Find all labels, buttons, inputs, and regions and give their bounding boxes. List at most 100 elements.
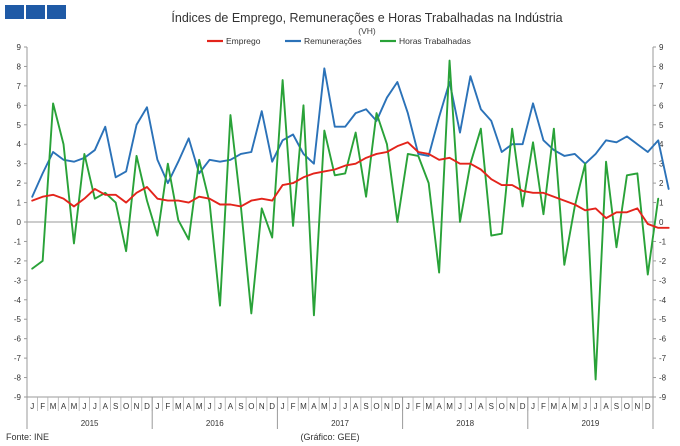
y-tick-label-right: 3 — [659, 160, 664, 169]
y-tick-label-right: 2 — [659, 179, 664, 188]
month-label: F — [40, 402, 45, 411]
month-label: M — [175, 402, 182, 411]
y-tick-label-left: 2 — [17, 179, 22, 188]
month-label: J — [30, 402, 34, 411]
year-label: 2018 — [456, 419, 474, 428]
month-label: M — [425, 402, 432, 411]
month-label: J — [531, 402, 535, 411]
y-tick-label-right: -9 — [659, 393, 667, 402]
month-label: S — [363, 402, 368, 411]
month-label: M — [71, 402, 78, 411]
y-tick-label-right: 7 — [659, 82, 664, 91]
month-label: O — [624, 402, 630, 411]
y-tick-label-left: -7 — [14, 354, 22, 363]
y-tick-label-right: -6 — [659, 335, 667, 344]
year-label: 2017 — [331, 419, 349, 428]
y-tick-label-right: 5 — [659, 121, 664, 130]
legend-label: Remunerações — [304, 36, 362, 46]
y-tick-label-right: -7 — [659, 354, 667, 363]
month-label: J — [82, 402, 86, 411]
month-label: N — [259, 402, 265, 411]
y-tick-label-right: -8 — [659, 374, 667, 383]
month-label: J — [93, 402, 97, 411]
series-line-remunera-es — [31, 67, 670, 198]
chart-title: Índices de Emprego, Remunerações e Horas… — [171, 10, 562, 25]
month-label: J — [594, 402, 598, 411]
y-tick-label-left: -5 — [14, 315, 22, 324]
month-label: O — [248, 402, 254, 411]
month-label: D — [645, 402, 651, 411]
month-label: A — [478, 402, 484, 411]
series-layer — [31, 59, 670, 381]
month-label: J — [458, 402, 462, 411]
month-label: M — [196, 402, 203, 411]
month-label: F — [541, 402, 546, 411]
credit-note: (Gráfico: GEE) — [300, 432, 359, 442]
y-tick-label-right: 6 — [659, 101, 664, 110]
month-label: F — [416, 402, 421, 411]
month-label: A — [353, 402, 359, 411]
month-label: A — [436, 402, 442, 411]
y-tick-label-left: 7 — [17, 82, 22, 91]
y-tick-label-right: 4 — [659, 140, 664, 149]
y-tick-label-left: 6 — [17, 101, 22, 110]
y-tick-label-right: 8 — [659, 62, 664, 71]
month-label: D — [144, 402, 150, 411]
month-label: M — [300, 402, 307, 411]
y-tick-label-left: -9 — [14, 393, 22, 402]
y-tick-label-right: 1 — [659, 199, 664, 208]
axes: -9 -9 -8 -8 -7 -7 -6 -6 -5 -5 -4 -4 -3 -3 -2 -2 -1 -1 0 0 1 1… — [14, 43, 667, 402]
y-tick-label-left: -4 — [14, 296, 22, 305]
month-label: F — [165, 402, 170, 411]
month-label: S — [238, 402, 243, 411]
logo-block-3 — [47, 5, 66, 19]
y-tick-label-right: 9 — [659, 43, 664, 52]
month-label: J — [208, 402, 212, 411]
month-label: M — [571, 402, 578, 411]
y-tick-label-left: -2 — [14, 257, 22, 266]
month-label: J — [155, 402, 159, 411]
month-label: N — [634, 402, 640, 411]
y-tick-label-left: -3 — [14, 276, 22, 285]
month-label: N — [134, 402, 140, 411]
month-label: F — [291, 402, 296, 411]
month-label: A — [186, 402, 192, 411]
y-tick-label-right: -2 — [659, 257, 667, 266]
month-label: J — [333, 402, 337, 411]
y-tick-label-right: -4 — [659, 296, 667, 305]
y-tick-label-right: -3 — [659, 276, 667, 285]
month-label: A — [61, 402, 67, 411]
month-label: A — [103, 402, 109, 411]
month-label: J — [343, 402, 347, 411]
month-label: M — [321, 402, 328, 411]
source-note: Fonte: INE — [6, 432, 49, 442]
series-line-emprego — [31, 141, 670, 229]
y-tick-label-left: 8 — [17, 62, 22, 71]
y-tick-label-left: 4 — [17, 140, 22, 149]
month-label: S — [489, 402, 494, 411]
chart-subtitle: (VH) — [358, 26, 376, 36]
legend-label: Emprego — [226, 36, 261, 46]
logo-block-1 — [5, 5, 24, 19]
year-label: 2019 — [582, 419, 600, 428]
y-tick-label-left: -8 — [14, 374, 22, 383]
month-label: N — [384, 402, 390, 411]
month-label: A — [562, 402, 568, 411]
legend-label: Horas Trabalhadas — [399, 36, 471, 46]
y-tick-label-left: 9 — [17, 43, 22, 52]
month-label: S — [113, 402, 118, 411]
y-tick-label-left: 0 — [17, 218, 22, 227]
y-tick-label-right: -5 — [659, 315, 667, 324]
logo-block-2 — [26, 5, 45, 19]
month-label: S — [614, 402, 619, 411]
y-tick-label-left: -1 — [14, 237, 22, 246]
month-label: J — [218, 402, 222, 411]
month-label: J — [406, 402, 410, 411]
month-label: O — [499, 402, 505, 411]
y-tick-label-left: 5 — [17, 121, 22, 130]
legend: Emprego Remunerações Horas Trabalhadas — [207, 36, 471, 46]
month-label: N — [509, 402, 515, 411]
year-label: 2016 — [206, 419, 224, 428]
